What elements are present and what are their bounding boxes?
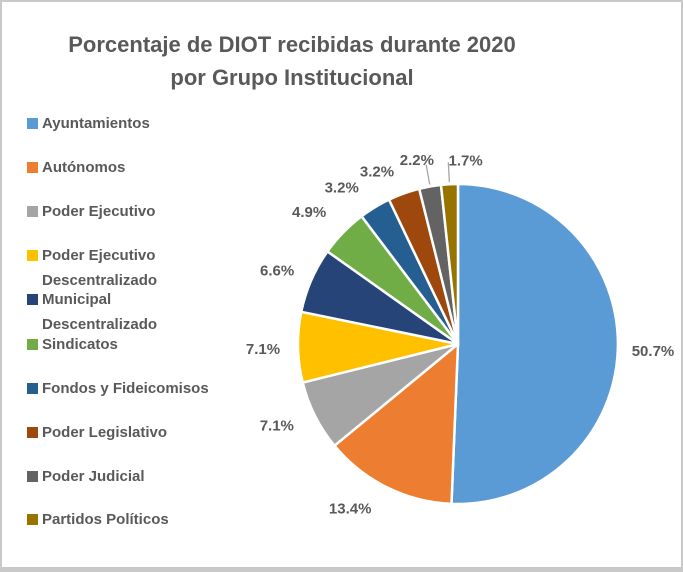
legend-swatch — [27, 162, 38, 173]
pie-percent-label: 7.1% — [260, 418, 294, 435]
label-leader-line — [447, 162, 451, 183]
legend-item-label: Poder Ejecutivo — [42, 203, 156, 220]
legend-item-label: Ayuntamientos — [42, 115, 150, 132]
legend-item-label: Autónomos — [42, 159, 126, 176]
legend-item: Ayuntamientos — [27, 111, 150, 136]
legend: Ayuntamientos Autónomos Poder Ejecutivo … — [27, 2, 262, 567]
pie-percent-label: 6.6% — [260, 262, 294, 279]
legend-item: Autónomos — [27, 155, 125, 180]
legend-item: Municipal Descentralizado — [27, 287, 157, 337]
chart-title: Porcentaje de DIOT recibidas durante 202… — [2, 28, 582, 94]
legend-item: Poder Ejecutivo — [27, 199, 155, 224]
legend-item-label: Poder Judicial — [42, 468, 145, 485]
legend-swatch — [27, 294, 38, 305]
pie-percent-label: 1.7% — [448, 152, 482, 169]
pie-percent-label: 4.9% — [292, 204, 326, 221]
legend-item-label: Municipal Descentralizado — [42, 291, 158, 333]
legend-swatch — [27, 383, 38, 394]
chart-title-line-2: por Grupo Institucional — [170, 65, 414, 90]
pie-percent-label: 3.2% — [360, 164, 394, 181]
legend-swatch — [27, 250, 38, 261]
pie-percent-label: 2.2% — [400, 152, 434, 169]
legend-swatch — [27, 427, 38, 438]
pie-slice — [450, 182, 620, 506]
pie-slice — [439, 182, 460, 346]
pie-slice — [333, 342, 460, 506]
legend-item-label: Poder Ejecutivo Descentralizado — [42, 247, 158, 289]
legend-swatch — [27, 471, 38, 482]
pie-percent-label: 13.4% — [329, 501, 372, 518]
legend-item: Poder Judicial — [27, 464, 145, 489]
legend-swatch — [27, 339, 38, 350]
pie-percent-label: 3.2% — [325, 179, 359, 196]
legend-item-label: Fondos y Fideicomisos — [42, 380, 209, 397]
legend-swatch — [27, 118, 38, 129]
label-leader-line — [425, 164, 431, 185]
legend-item: Poder Ejecutivo Descentralizado — [27, 243, 157, 293]
legend-item: Sindicatos — [27, 332, 118, 357]
legend-item: Partidos Políticos — [27, 507, 169, 532]
pie-percent-label: 7.1% — [246, 341, 280, 358]
legend-item-label: Sindicatos — [42, 336, 118, 353]
legend-swatch — [27, 514, 38, 525]
pie-percent-label: 50.7% — [632, 343, 675, 360]
legend-swatch — [27, 206, 38, 217]
legend-item-label: Poder Legislativo — [42, 424, 168, 441]
legend-item: Poder Legislativo — [27, 420, 167, 445]
chart-title-line-1: Porcentaje de DIOT recibidas durante 202… — [68, 32, 516, 57]
legend-item: Fondos y Fideicomisos — [27, 376, 209, 401]
legend-item-label: Partidos Políticos — [42, 511, 169, 528]
